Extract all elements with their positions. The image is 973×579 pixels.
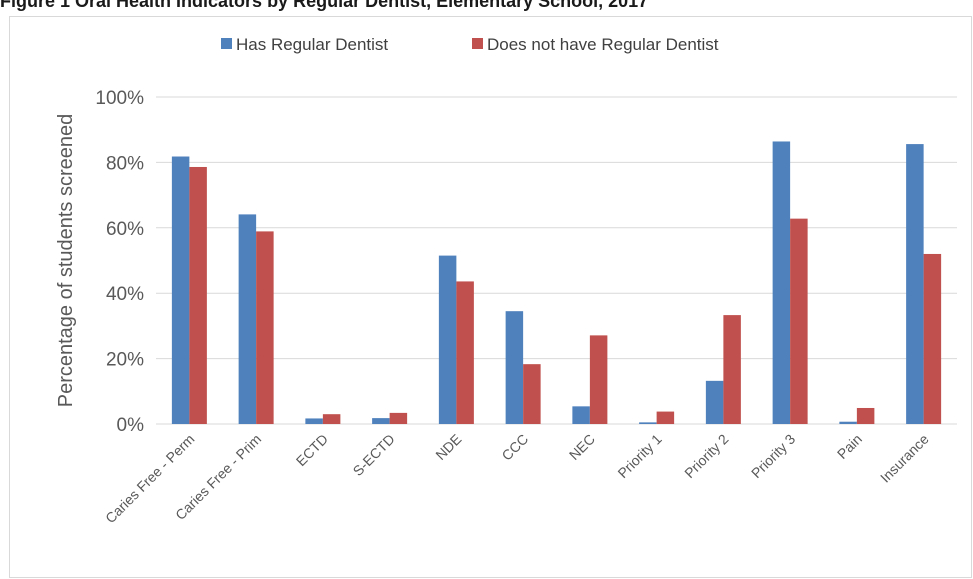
bar-has-regular-dentist	[372, 418, 390, 424]
x-tick-label: Priority 1	[614, 431, 665, 482]
bar-no-regular-dentist	[456, 281, 474, 424]
bar-has-regular-dentist	[438, 255, 457, 424]
bar-has-regular-dentist	[906, 144, 924, 424]
legend-swatch-has-regular-dentist	[221, 38, 232, 49]
bar-no-regular-dentist	[322, 414, 341, 424]
x-tick-label: Insurance	[877, 431, 932, 486]
chart-area	[9, 16, 972, 578]
bar-has-regular-dentist	[505, 311, 524, 424]
bar-no-regular-dentist	[923, 253, 942, 424]
legend-label-no-regular-dentist: Does not have Regular Dentist	[487, 35, 719, 54]
x-tick-label: NEC	[566, 431, 598, 463]
bar-has-regular-dentist	[572, 406, 590, 424]
y-tick-label: 80%	[106, 153, 144, 174]
bar-no-regular-dentist	[656, 411, 675, 424]
y-tick-label: 100%	[95, 88, 144, 109]
bar-no-regular-dentist	[589, 335, 608, 424]
y-tick-label: 20%	[106, 350, 144, 371]
bar-no-regular-dentist	[523, 364, 541, 424]
bar-has-regular-dentist	[705, 380, 724, 424]
bar-no-regular-dentist	[389, 412, 408, 424]
legend-label-has-regular-dentist: Has Regular Dentist	[236, 35, 388, 54]
y-axis-title: Percentage of students screened	[55, 114, 77, 408]
bar-has-regular-dentist	[171, 156, 190, 424]
x-tick-label: S-ECTD	[350, 431, 398, 479]
bar-has-regular-dentist	[639, 422, 657, 424]
y-tick-label: 0%	[117, 415, 145, 436]
x-tick-label: Pain	[834, 431, 865, 462]
bar-has-regular-dentist	[839, 421, 857, 424]
x-tick-label: ECTD	[293, 431, 331, 469]
x-tick-label: Priority 2	[681, 431, 732, 482]
y-tick-label: 40%	[106, 284, 144, 305]
bar-no-regular-dentist	[790, 218, 808, 424]
bar-no-regular-dentist	[189, 166, 207, 424]
bar-has-regular-dentist	[305, 418, 323, 424]
y-tick-label: 60%	[106, 219, 144, 240]
chart-title-strip: Figure 1 Oral Health Indicators by Regul…	[0, 0, 973, 14]
bar-no-regular-dentist	[856, 407, 875, 424]
legend-swatch-no-regular-dentist	[472, 38, 483, 49]
bar-has-regular-dentist	[238, 214, 257, 424]
x-tick-label: NDE	[432, 431, 464, 463]
bar-has-regular-dentist	[772, 141, 791, 425]
bar-no-regular-dentist	[256, 231, 274, 424]
chart-title: Figure 1 Oral Health Indicators by Regul…	[0, 0, 649, 11]
x-tick-label: CCC	[498, 431, 531, 464]
x-tick-label: Priority 3	[748, 431, 799, 482]
bar-no-regular-dentist	[723, 315, 741, 424]
